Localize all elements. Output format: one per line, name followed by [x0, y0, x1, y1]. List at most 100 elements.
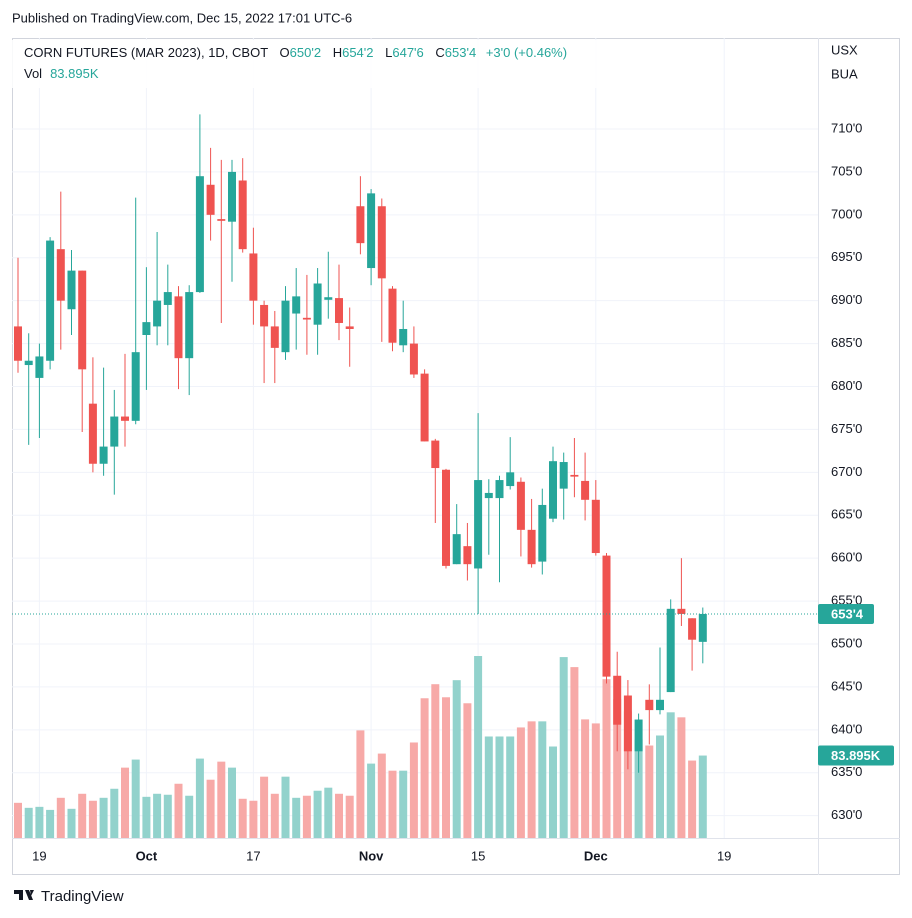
volume-bar	[88, 800, 97, 838]
volume-bar	[377, 753, 386, 838]
ohlc-value: 650'2	[290, 45, 321, 60]
volume-bar	[24, 807, 33, 838]
candle-body	[228, 171, 236, 222]
volume-bar	[174, 783, 183, 838]
published: Published on TradingView.com, Dec 15, 20…	[12, 10, 352, 25]
candle-body	[302, 317, 311, 320]
candle-body	[399, 328, 408, 346]
y-tick-label: 705'0	[831, 163, 862, 178]
candle-body	[195, 176, 204, 293]
ohlc-value: 653'4	[445, 45, 476, 60]
candle-body	[623, 695, 632, 752]
volume-bar	[206, 779, 215, 838]
volume-bar	[656, 735, 664, 838]
candle-body	[409, 343, 418, 375]
volume-bar	[281, 776, 290, 838]
volume-bar	[238, 798, 247, 838]
last-price-label: 653'4	[831, 606, 864, 621]
candle-body	[35, 356, 44, 378]
volume-bar	[677, 717, 686, 838]
candle-body	[313, 283, 322, 325]
candle-body	[581, 480, 590, 500]
candle-body	[121, 416, 129, 421]
volume-bar	[399, 770, 408, 838]
candle-body	[656, 699, 664, 711]
y-tick-label: 645'0	[831, 678, 862, 693]
candle-body	[613, 675, 622, 725]
x-tick-label: 19	[717, 848, 731, 863]
candle-body	[634, 719, 643, 752]
candle-body	[559, 462, 568, 489]
volume-bars	[14, 656, 707, 838]
volume-legend: Vol 83.895K	[24, 66, 99, 81]
candle-body	[527, 529, 536, 565]
y-tick-label: 680'0	[831, 378, 862, 393]
candle-body	[110, 416, 119, 447]
volume-bar	[302, 795, 311, 838]
volume-bar	[602, 679, 611, 838]
volume-bar	[442, 697, 450, 838]
volume-bar	[121, 767, 129, 838]
x-tick-label: Oct	[136, 848, 158, 863]
volume-bar	[506, 736, 515, 838]
candle-body	[14, 326, 22, 361]
candle-body	[67, 270, 76, 310]
x-tick-label: Nov	[359, 848, 384, 863]
volume-bar	[645, 745, 654, 838]
volume-bar	[356, 730, 365, 838]
candle-body	[335, 298, 343, 323]
candle-body	[452, 534, 461, 565]
volume-bar	[163, 794, 172, 838]
volume-bar	[474, 656, 483, 838]
candle-body	[78, 270, 87, 370]
volume-bar	[527, 721, 536, 838]
change: +3'0 (+0.46%)	[486, 45, 567, 60]
volume-bar	[581, 719, 590, 838]
candle-body	[516, 481, 525, 530]
candle-body	[666, 608, 675, 693]
x-tick-label: Dec	[584, 848, 608, 863]
volume-title: Vol	[24, 66, 42, 81]
chart-frame	[12, 38, 900, 875]
candle-body	[142, 322, 151, 335]
y-tick-label: 670'0	[831, 464, 862, 479]
grid	[12, 38, 818, 838]
y-tick-label: 695'0	[831, 249, 862, 264]
candle-body	[238, 180, 247, 250]
candle-body	[677, 608, 686, 614]
volume-bar	[345, 795, 354, 838]
volume-bar	[484, 736, 493, 838]
volume-bar	[313, 790, 322, 838]
candle-body	[46, 240, 55, 361]
ohlc-key: H	[333, 45, 342, 60]
volume-bar	[559, 657, 568, 838]
candle-body	[356, 206, 365, 244]
candle-body	[484, 492, 493, 499]
y-tick-label: 710'0	[831, 120, 862, 135]
ohlc-key: L	[385, 45, 392, 60]
y-tick-label: 675'0	[831, 421, 862, 436]
volume-bar	[431, 684, 440, 838]
candle-body	[549, 461, 557, 519]
volume-value: 83.895K	[50, 66, 99, 81]
axes: 630'0 635'0 640'0 645'0 650'0 655'0 660'0 665'0…	[12, 120, 894, 863]
candle-body	[56, 249, 65, 301]
volume-bar	[549, 746, 557, 838]
volume-bar	[185, 795, 194, 838]
candle-body	[377, 206, 386, 279]
candle-body	[645, 699, 654, 711]
candle-body	[698, 613, 707, 642]
volume-bar	[99, 797, 108, 838]
ohlc-value: 647'6	[392, 45, 423, 60]
last-price-box	[818, 603, 874, 624]
candle-body	[506, 472, 515, 487]
candle-body	[367, 193, 376, 269]
candle-body	[538, 504, 547, 562]
volume-bar	[698, 755, 707, 838]
legend-bg	[12, 40, 632, 88]
volume-bar	[270, 793, 279, 838]
volume-bar	[228, 767, 236, 838]
last-volume-label: 83.895K	[831, 748, 881, 763]
candle-body	[591, 499, 600, 554]
y-tick-label: 640'0	[831, 721, 862, 736]
